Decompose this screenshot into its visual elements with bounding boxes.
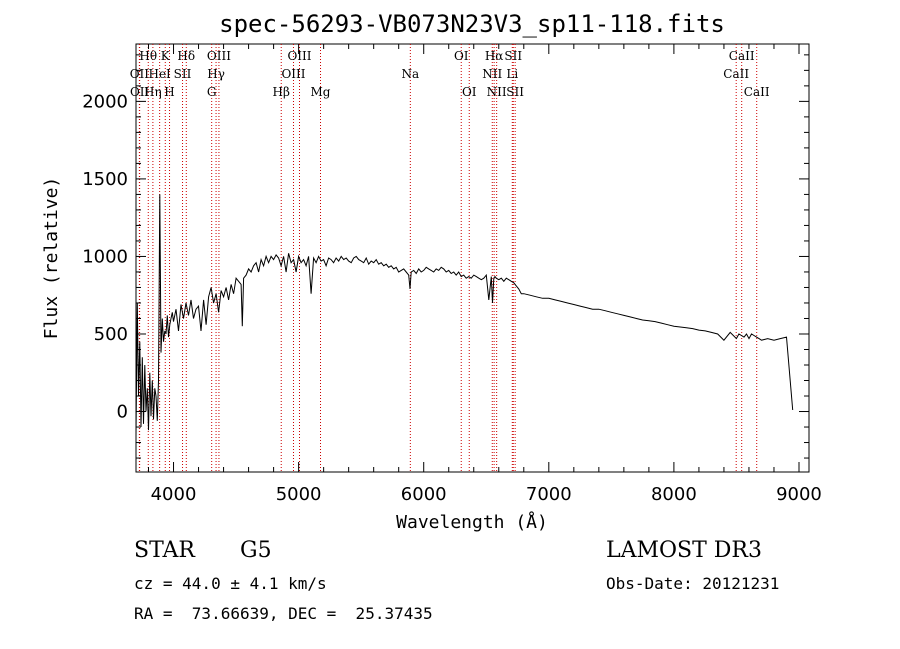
line-label: CaII [744,85,770,99]
obs-date: Obs-Date: 20121231 [606,574,780,593]
plot-frame [135,43,810,473]
x-axis-label: Wavelength (Å) [396,511,548,533]
y-tick-label: 500 [94,324,128,345]
line-markers [138,44,758,472]
spectrum-line [135,194,794,435]
line-label: OIII [207,49,231,63]
line-label: Hη [144,85,162,99]
line-label: NII [482,67,502,81]
line-label: HeI [148,67,171,81]
y-axis-label: Flux (relative) [41,177,62,340]
line-label: SII [506,85,524,99]
chart-title: spec-56293-VB073N23V3_sp11-118.fits [219,10,725,38]
line-label: Hγ [207,67,225,81]
y-tick-label: 1000 [82,246,128,267]
object-subclass: G5 [240,538,272,563]
line-label: OIII [287,49,311,63]
x-tick-label: 9000 [776,484,822,505]
line-label: OII [130,67,150,81]
line-label: CaII [729,49,755,63]
x-tick-label: 5000 [276,484,322,505]
x-axis-ticks: 4000 5000 6000 7000 8000 9000 [148,44,822,505]
redshift-cz: cz = 44.0 ± 4.1 km/s [134,574,327,593]
line-label: OI [454,49,469,63]
line-label: H [164,85,174,99]
line-label: OII [130,85,150,99]
line-label: OI [462,85,477,99]
line-label: Hα [485,49,504,63]
x-tick-label: 7000 [526,484,572,505]
line-label: Hθ [139,49,157,63]
line-label: Na [402,67,420,81]
y-axis-ticks: 0 500 1000 1500 2000 [82,54,809,459]
x-tick-label: 6000 [401,484,447,505]
y-tick-label: 1500 [82,169,128,190]
line-label: G [207,85,217,99]
line-label: SII [504,49,522,63]
line-label: K [161,49,171,63]
line-label: OIII [281,67,305,81]
line-label: SII [174,67,192,81]
survey-name: LAMOST DR3 [606,538,762,563]
line-label: Hβ [273,85,290,99]
ra-dec: RA = 73.66639, DEC = 25.37435 [134,604,433,623]
x-tick-label: 4000 [151,484,197,505]
line-label: CaII [723,67,749,81]
y-tick-label: 0 [117,402,128,423]
line-label: NII [487,85,507,99]
line-label: Li [506,67,518,81]
x-tick-label: 8000 [651,484,697,505]
object-class: STAR [134,538,195,563]
line-label: Hδ [177,49,195,63]
y-tick-label: 2000 [82,91,128,112]
line-label: Mg [311,85,331,99]
